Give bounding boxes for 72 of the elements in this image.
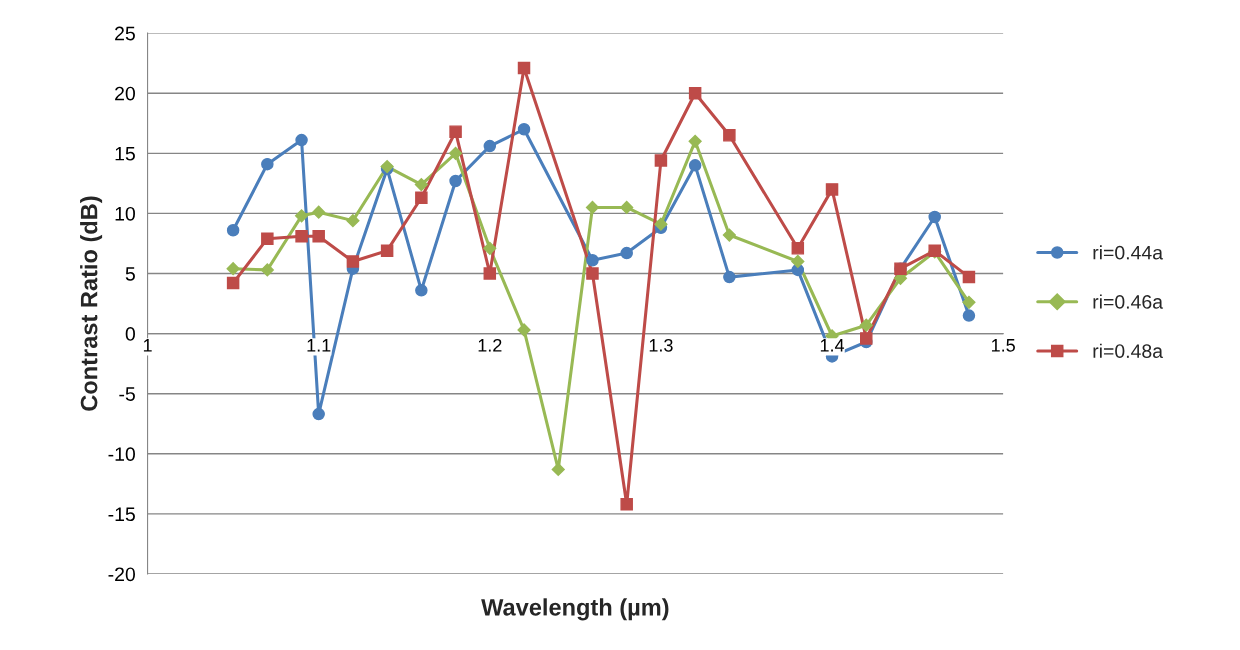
point xyxy=(620,200,634,214)
point xyxy=(449,125,462,138)
point xyxy=(294,209,309,223)
point xyxy=(586,254,599,267)
point xyxy=(860,332,873,345)
legend-label: ri=0.44a xyxy=(1093,245,1164,260)
point xyxy=(859,318,873,332)
y-tick-label: 20 xyxy=(115,86,135,101)
point xyxy=(346,255,360,268)
point xyxy=(517,123,531,136)
legend-label: ri=0.46a xyxy=(1093,294,1164,309)
point xyxy=(483,241,497,255)
point xyxy=(620,246,633,260)
x-tick-label: 1.3 xyxy=(649,338,673,352)
legend-label: ri=0.48a xyxy=(1093,343,1164,359)
point xyxy=(312,205,326,219)
point xyxy=(295,133,308,147)
point xyxy=(295,229,308,243)
point xyxy=(723,129,736,142)
y-tick-label: 10 xyxy=(115,206,135,221)
point xyxy=(261,157,274,171)
point xyxy=(380,244,394,257)
point xyxy=(226,276,240,290)
point xyxy=(586,267,599,280)
point xyxy=(449,174,462,188)
point xyxy=(620,497,633,511)
x-axis-title: Wavelength (µm) xyxy=(481,598,669,621)
y-tick-label: 0 xyxy=(125,327,135,341)
point xyxy=(226,262,240,276)
point xyxy=(483,139,497,153)
x-tick-label: 1 xyxy=(143,339,152,352)
point xyxy=(688,159,702,172)
point xyxy=(414,177,428,192)
point xyxy=(517,323,531,337)
point xyxy=(791,254,805,269)
y-tick-label: 25 xyxy=(115,26,135,41)
point xyxy=(226,223,240,237)
point xyxy=(346,214,360,228)
point xyxy=(415,191,428,205)
point xyxy=(260,263,274,277)
x-tick-label: 1.5 xyxy=(991,339,1015,352)
point xyxy=(312,407,325,421)
point xyxy=(654,154,668,167)
y-tick-label: 15 xyxy=(115,147,135,161)
y-tick-label: -15 xyxy=(108,507,135,522)
point xyxy=(928,210,941,224)
x-tick-label: 1.4 xyxy=(820,339,845,352)
point xyxy=(261,232,274,245)
point xyxy=(654,217,668,231)
point xyxy=(585,200,600,214)
y-tick-label: -5 xyxy=(119,387,135,401)
point xyxy=(415,284,428,297)
point xyxy=(723,270,736,284)
point xyxy=(312,229,325,243)
point xyxy=(448,146,463,160)
point xyxy=(825,183,839,196)
point xyxy=(551,462,565,476)
x-tick-label: 1.2 xyxy=(478,338,502,352)
point xyxy=(483,267,497,280)
point xyxy=(962,270,976,284)
point xyxy=(722,228,736,242)
x-tick-label: 1.1 xyxy=(307,339,331,352)
y-tick-label: -20 xyxy=(108,567,135,582)
point xyxy=(688,86,702,100)
y-tick-label: 5 xyxy=(125,267,135,281)
y-axis-title: Contrast Ratio (dB) xyxy=(80,196,103,411)
point xyxy=(688,134,702,148)
point xyxy=(962,309,976,322)
y-tick-label: -10 xyxy=(108,447,135,462)
point xyxy=(517,61,531,75)
point xyxy=(962,295,976,309)
point xyxy=(791,242,805,255)
